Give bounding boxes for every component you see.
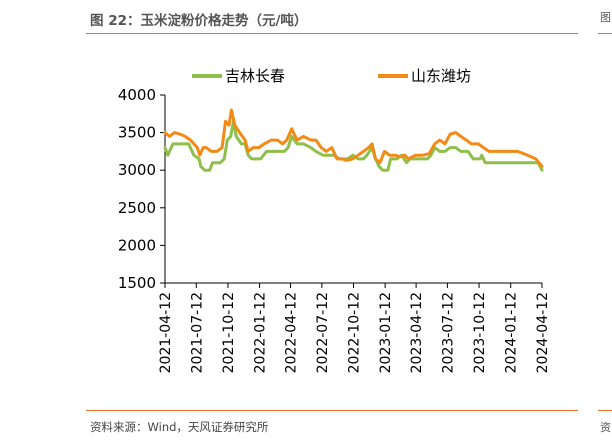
x-tick-label: 2024-04-12	[535, 292, 551, 373]
source-note: 资料来源：Wind，天风证券研究所	[90, 420, 269, 434]
x-tick-label: 2022-10-12	[347, 292, 363, 373]
x-tick-label: 2024-01-12	[504, 292, 520, 373]
y-axis: 1500 2000 2500 3000 3500 4000	[118, 86, 166, 292]
legend-label-1: 山东潍坊	[411, 67, 471, 85]
clipped-next-header-divider	[598, 33, 612, 34]
header-divider	[86, 33, 578, 34]
y-tick-label: 1500	[118, 274, 156, 292]
footer-divider	[86, 410, 578, 411]
plot-area	[163, 108, 544, 172]
y-tick-label: 3000	[118, 161, 156, 179]
x-tick-label: 2023-04-12	[409, 292, 425, 373]
x-tick-label: 2023-07-12	[440, 292, 456, 373]
y-tick-label: 3500	[118, 124, 156, 142]
x-tick-label: 2022-07-12	[315, 292, 331, 373]
x-tick-label: 2021-10-12	[221, 292, 237, 373]
x-tick-label: 2021-07-12	[189, 292, 205, 373]
y-tick-label: 4000	[118, 86, 156, 104]
clipped-next-figure-title: 图	[600, 11, 611, 24]
x-tick-label: 2022-04-12	[284, 292, 300, 373]
figure-title: 图 22：玉米淀粉价格走势（元/吨）	[90, 13, 308, 29]
clipped-next-source-note: 资	[600, 421, 611, 434]
x-tick-label: 2023-01-12	[378, 292, 394, 373]
y-tick-label: 2500	[118, 199, 156, 217]
series-line-1	[163, 108, 544, 168]
x-tick-label: 2023-10-12	[472, 292, 488, 373]
chart-legend: 吉林长春 山东潍坊	[192, 67, 471, 85]
legend-label-0: 吉林长春	[225, 67, 285, 85]
x-tick-label: 2022-01-12	[253, 292, 269, 373]
y-tick-label: 2000	[118, 236, 156, 254]
x-axis: 2021-04-12 2021-07-12 2021-10-12 2022-01-12…	[158, 282, 551, 373]
x-tick-label: 2021-04-12	[158, 292, 174, 373]
clipped-next-footer-divider	[598, 410, 612, 411]
